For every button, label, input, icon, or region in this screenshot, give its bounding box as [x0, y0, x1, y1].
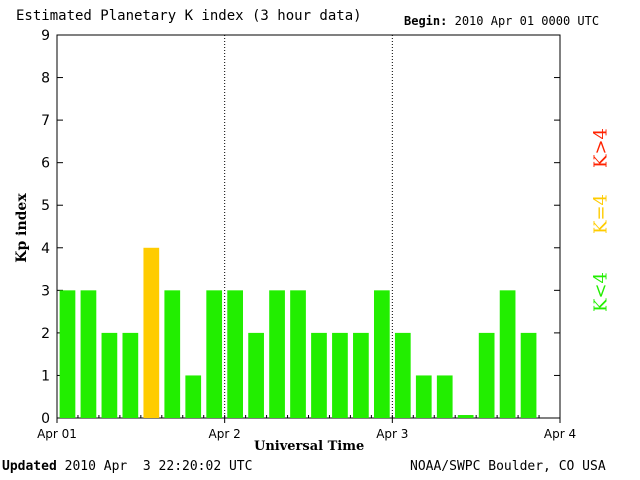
updated-value: 2010 Apr 3 22:20:02 UTC	[64, 459, 253, 474]
y-tick-label-5: 5	[41, 198, 50, 214]
bar-7	[206, 290, 223, 418]
bar-16	[394, 332, 411, 418]
bar-10	[269, 290, 285, 418]
bar-0	[59, 290, 76, 418]
legend-k-equal-4: K=4	[590, 194, 612, 234]
y-tick-label-7: 7	[41, 113, 50, 129]
begin-value: 2010 Apr 01 0000 UTC	[454, 14, 600, 28]
bar-1	[80, 290, 97, 418]
y-tick-label-4: 4	[41, 241, 50, 257]
legend-k-above-4: K>4	[590, 128, 612, 168]
y-tick-label-0: 0	[41, 411, 50, 427]
y-tick-label-2: 2	[41, 326, 50, 342]
begin-label: Begin:	[404, 14, 448, 28]
bar-2	[101, 332, 118, 418]
x-tick-label-3: Apr 4	[544, 427, 576, 441]
x-tick-label-0: Apr 01	[37, 427, 77, 441]
bar-14	[353, 332, 369, 418]
x-tick-label-2: Apr 3	[376, 427, 408, 441]
bar-20	[478, 332, 495, 418]
bar-3	[122, 332, 139, 418]
credit-text: NOAA/SWPC Boulder, CO USA	[410, 459, 606, 474]
bar-15	[373, 290, 390, 418]
y-tick-label-6: 6	[41, 156, 50, 172]
bar-21	[499, 290, 516, 418]
bar-22	[520, 332, 537, 418]
bar-19	[457, 415, 474, 418]
begin-timestamp: Begin: 2010 Apr 01 0000 UTC	[404, 14, 599, 28]
legend-k-below-4: K<4	[590, 272, 612, 312]
bar-18	[436, 375, 453, 418]
bar-12	[311, 332, 327, 418]
y-tick-label-1: 1	[41, 368, 50, 384]
y-tick-label-3: 3	[41, 283, 50, 299]
bar-5	[164, 290, 181, 418]
bar-13	[332, 332, 348, 418]
bar-17	[415, 375, 432, 418]
bar-9	[248, 332, 264, 418]
updated-timestamp: Updated 2010 Apr 3 22:20:02 UTC	[2, 459, 252, 474]
bar-8	[227, 290, 244, 418]
bar-11	[290, 290, 306, 418]
bar-4	[143, 247, 160, 418]
updated-label: Updated	[2, 459, 57, 474]
x-tick-label-1: Apr 2	[209, 427, 241, 441]
y-axis-label: Kp index	[14, 193, 30, 263]
y-tick-label-8: 8	[41, 71, 50, 87]
chart-title: Estimated Planetary K index (3 hour data…	[16, 8, 362, 24]
bar-6	[185, 375, 202, 418]
y-tick-label-9: 9	[41, 28, 50, 44]
x-axis-label: Universal Time	[254, 439, 365, 454]
